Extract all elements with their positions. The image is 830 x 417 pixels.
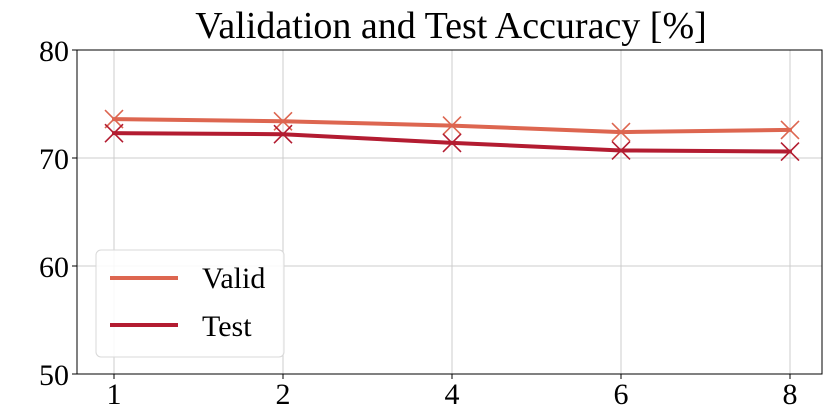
y-tick-label-3: 80 (39, 35, 69, 68)
data-point-valid-3 (611, 122, 631, 142)
marker-stroke (442, 133, 462, 153)
legend-label-test: Test (202, 310, 252, 343)
x-tick-label-3: 6 (614, 378, 629, 411)
y-tick-label-1: 60 (39, 251, 69, 284)
marker-stroke (780, 141, 800, 162)
data-point-valid-0 (104, 109, 124, 129)
marker-stroke (104, 123, 124, 143)
marker-stroke (611, 140, 631, 161)
marker-stroke (104, 109, 124, 129)
x-tick-label-0: 1 (107, 378, 122, 411)
data-point-test-4 (780, 141, 800, 162)
marker-stroke (442, 116, 462, 136)
data-point-valid-4 (780, 120, 800, 140)
data-point-test-3 (611, 140, 631, 161)
data-point-test-0 (104, 123, 124, 143)
marker-stroke (611, 122, 631, 142)
data-point-test-2 (442, 133, 462, 153)
y-tick-label-2: 70 (39, 143, 69, 176)
x-tick-label-4: 8 (783, 378, 798, 411)
x-tick-label-2: 4 (445, 378, 460, 411)
marker-stroke (273, 124, 293, 144)
x-tick-label-1: 2 (276, 378, 291, 411)
legend-label-valid: Valid (202, 262, 265, 295)
series-layer (104, 109, 800, 162)
legend: Valid Test (95, 249, 285, 358)
chart-title: Validation and Test Accuracy [%] (195, 5, 707, 47)
data-point-valid-2 (442, 116, 462, 136)
plot-area-frame (76, 49, 823, 375)
y-tick-label-0: 50 (39, 359, 69, 392)
data-point-test-1 (273, 124, 293, 144)
ticks-layer: 50 60 70 80 1 2 4 6 8 (39, 35, 798, 411)
marker-stroke (780, 120, 800, 140)
